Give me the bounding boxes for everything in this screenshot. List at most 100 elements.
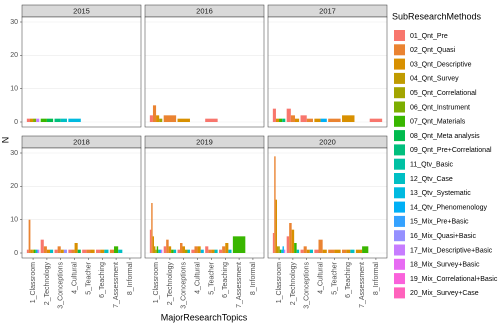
bar — [177, 249, 181, 253]
bar — [294, 243, 297, 253]
bar — [214, 249, 218, 253]
panel-background — [145, 17, 264, 127]
bar — [60, 249, 64, 253]
bar — [50, 249, 54, 253]
y-tick-label: 20 — [10, 52, 18, 59]
panel-border — [21, 16, 142, 128]
legend-key — [394, 187, 405, 199]
bar — [180, 243, 183, 253]
facet-title: 2016 — [196, 6, 213, 15]
legend-label: 14_Qtv_Phenomenology — [410, 204, 488, 211]
legend-label: 03_Qnt_Descriptive — [410, 61, 472, 68]
bar — [314, 249, 319, 253]
panel-border — [267, 147, 388, 259]
bar — [60, 118, 67, 122]
x-tick-label: 5_Teacher — [85, 261, 92, 294]
x-tick-label: 1_Classroom — [276, 262, 283, 303]
legend-label: 12_Qtv_Case — [410, 176, 453, 183]
bar — [318, 239, 323, 253]
x-tick-label: 8_Informal — [127, 262, 134, 296]
bar — [74, 243, 78, 253]
legend-key — [394, 30, 405, 41]
bar — [289, 223, 292, 253]
legend-key — [394, 230, 405, 242]
y-tick-label: 30 — [10, 150, 18, 157]
panel-border — [144, 16, 265, 128]
bar — [282, 246, 284, 253]
bar — [306, 118, 313, 122]
x-tick-label: 2_Technology — [167, 262, 174, 306]
bar — [274, 156, 276, 253]
bar — [68, 118, 81, 122]
y-tick-label: 30 — [10, 19, 18, 26]
bar — [114, 246, 119, 253]
legend-label: 20_Mix_Survey+Case — [410, 290, 479, 297]
facet-title: 2020 — [319, 137, 336, 146]
bar — [46, 249, 51, 253]
bar — [90, 249, 95, 253]
x-tick-label: 3_Conceptions — [181, 262, 188, 309]
bar — [96, 249, 101, 253]
bar — [173, 249, 177, 253]
bar — [36, 118, 40, 122]
bar — [159, 118, 163, 122]
x-tick-label: 4_Cultural — [194, 262, 201, 294]
bar — [300, 115, 307, 122]
legend-key — [394, 72, 405, 84]
panel-border — [21, 147, 142, 259]
bar — [43, 246, 47, 253]
bar — [63, 249, 67, 253]
bar — [159, 249, 161, 253]
bar — [171, 249, 174, 253]
bar — [40, 239, 44, 253]
x-tick-label: 4_Cultural — [317, 262, 324, 294]
bar — [30, 249, 33, 253]
legend-label: 17_Mix_Descriptive+Basic — [410, 247, 493, 254]
legend-key — [394, 115, 405, 127]
bar — [152, 236, 154, 253]
bar — [104, 249, 109, 253]
bar — [278, 246, 280, 253]
bar — [177, 118, 190, 122]
x-tick-label: 2_Technology — [44, 262, 51, 306]
bar — [275, 118, 280, 122]
bar — [342, 249, 347, 253]
legend-key — [394, 215, 405, 227]
bar — [309, 249, 313, 253]
panel-border — [267, 16, 388, 128]
bar — [282, 118, 286, 122]
bar — [294, 118, 300, 122]
bar — [219, 249, 223, 253]
bar — [291, 229, 295, 253]
bar — [57, 246, 61, 253]
legend-key — [394, 87, 405, 99]
legend-key — [394, 158, 405, 170]
x-tick-label: 1_Classroom — [153, 262, 160, 303]
bar — [71, 249, 75, 253]
bar — [369, 118, 383, 122]
bar — [153, 246, 156, 253]
x-tick-label: 8_Informal — [250, 262, 257, 296]
bar — [306, 249, 310, 253]
bar — [86, 249, 91, 253]
bar — [191, 249, 195, 253]
legend-key — [394, 273, 405, 285]
panel-background — [268, 148, 387, 258]
bar — [182, 246, 185, 253]
bar — [163, 246, 167, 253]
x-tick-label: 7_Assessment — [236, 262, 243, 308]
x-tick-label: 3_Conceptions — [58, 262, 65, 309]
bar — [303, 246, 307, 253]
facet-title: 2018 — [73, 137, 90, 146]
bar — [279, 118, 283, 122]
bar — [156, 115, 160, 122]
x-tick-label: 5_Teacher — [331, 261, 338, 294]
bar — [194, 246, 198, 253]
bar — [155, 249, 157, 253]
x-tick-label: 6_Teaching — [222, 262, 229, 298]
legend-label: 11_Qtv_Basic — [410, 162, 454, 169]
x-tick-label: 7_Assessment — [359, 262, 366, 308]
x-axis-title: MajorResearchTopics — [161, 312, 248, 322]
bar — [163, 115, 177, 122]
bar — [32, 249, 34, 253]
